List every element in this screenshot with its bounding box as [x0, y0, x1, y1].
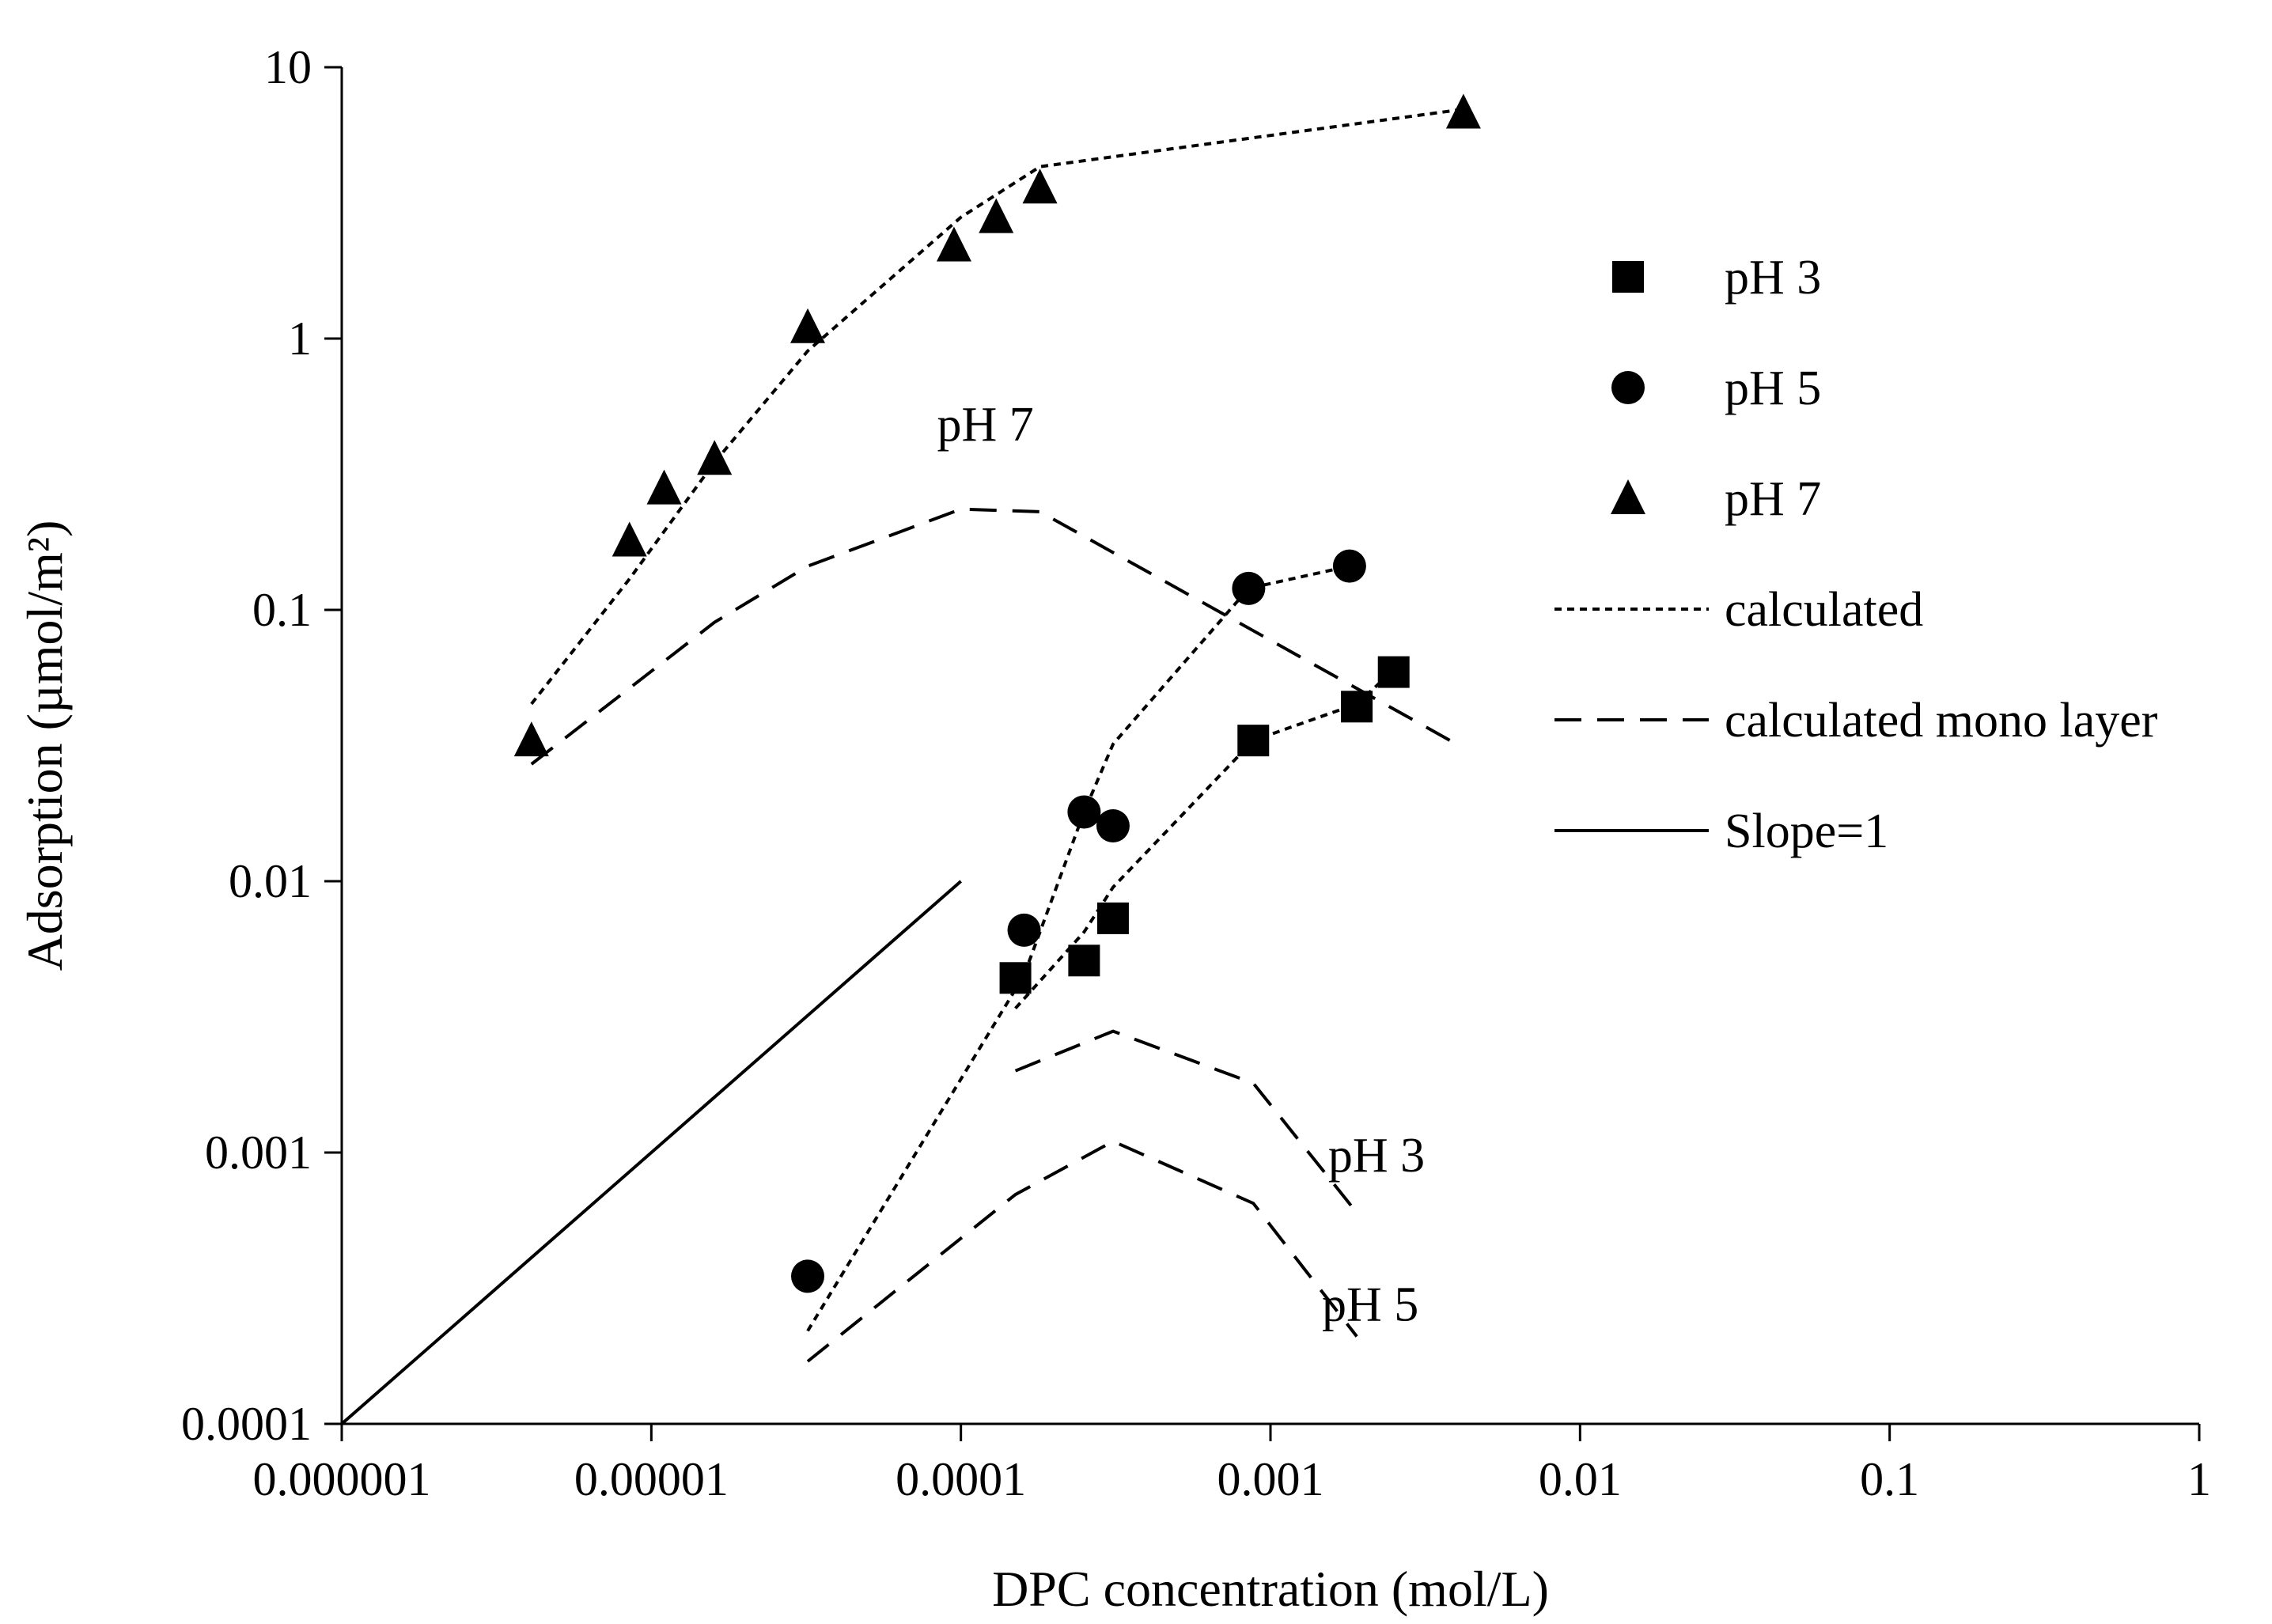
y-tick-label: 10 [264, 41, 312, 93]
x-tick-label: 0.000001 [253, 1453, 431, 1505]
series-line-calculated-ph-5 [806, 564, 1350, 1332]
x-tick-label: 0.1 [1860, 1453, 1919, 1505]
series-line-calculated-mono-layer [530, 507, 1464, 766]
data-point-ph-5 [1007, 913, 1041, 947]
data-point-ph-5 [1096, 808, 1130, 842]
legend-label-ph-5: pH 5 [1725, 362, 1821, 415]
x-tick-label: 0.001 [1217, 1453, 1324, 1505]
series-line-slope-1 [340, 880, 963, 1425]
y-tick-label: 0.1 [252, 584, 312, 636]
series-line-calculated-ph-3 [1014, 668, 1395, 1010]
x-axis-title: DPC concentration (mol/L) [992, 1561, 1549, 1617]
annotation-label: pH 5 [1322, 1278, 1418, 1332]
data-point-ph-3 [1237, 725, 1270, 757]
legend-label-ph-3: pH 3 [1725, 251, 1821, 305]
y-tick-label: 0.01 [229, 855, 312, 907]
legend-marker-ph-7 [1611, 479, 1645, 514]
legend-marker-ph-3 [1612, 261, 1644, 293]
legend-label-slope-1: Slope=1 [1725, 804, 1888, 858]
series-line-calculated-mono-layer-ph-3 [1014, 1029, 1358, 1214]
data-point-ph-5 [1232, 571, 1266, 605]
data-point-ph-7 [612, 521, 647, 557]
x-tick-label: 0.01 [1539, 1453, 1622, 1505]
legend-label-calculated: calculated [1725, 583, 1923, 637]
data-point-ph-5 [1332, 549, 1366, 583]
data-point-ph-7 [513, 721, 549, 757]
x-tick-label: 0.00001 [574, 1453, 729, 1505]
data-point-ph-3 [1341, 691, 1373, 723]
series-line-calculated [530, 108, 1464, 706]
data-point-ph-3 [1068, 944, 1100, 977]
y-tick-label: 0.0001 [181, 1398, 312, 1450]
y-axis-title: Adsorption (µmol/m²) [17, 521, 73, 971]
x-tick-label: 0.0001 [896, 1453, 1026, 1505]
legend-label-ph-7: pH 7 [1725, 472, 1821, 526]
y-tick-label: 0.001 [205, 1126, 312, 1179]
data-point-ph-7 [697, 440, 733, 475]
annotation-label: pH 7 [937, 398, 1034, 452]
annotation-label: pH 3 [1328, 1129, 1425, 1183]
legend-marker-ph-5 [1611, 371, 1645, 404]
data-point-ph-5 [1067, 795, 1101, 829]
series-line-calculated-mono-layer-ph-5 [806, 1139, 1358, 1363]
data-point-ph-7 [790, 308, 826, 343]
data-point-ph-7 [1022, 168, 1058, 204]
x-tick-label: 1 [2187, 1453, 2211, 1505]
legend-label-calculated-mono-layer: calculated mono layer [1725, 694, 2158, 748]
data-point-ph-7 [936, 226, 971, 262]
y-tick-label: 1 [288, 312, 312, 365]
data-point-ph-7 [646, 469, 682, 505]
data-point-ph-3 [1377, 656, 1410, 688]
data-point-ph-7 [979, 198, 1014, 233]
data-point-ph-5 [791, 1259, 825, 1293]
data-point-ph-3 [1096, 902, 1129, 934]
data-point-ph-3 [999, 962, 1032, 994]
data-point-ph-7 [1445, 93, 1481, 129]
